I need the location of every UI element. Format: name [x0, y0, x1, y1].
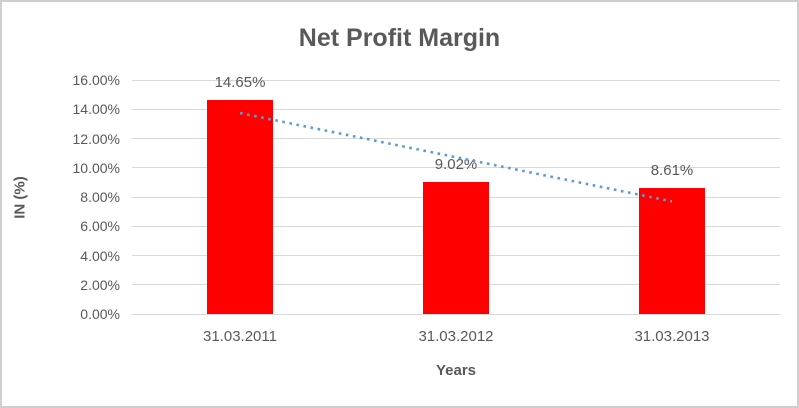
y-tick-label: 2.00% — [80, 276, 120, 293]
gridline — [132, 167, 780, 169]
y-tick-label: 0.00% — [80, 306, 120, 322]
chart-title: Net Profit Margin — [298, 24, 501, 52]
y-tick-label: 8.00% — [80, 189, 120, 205]
bar — [423, 182, 489, 314]
plot-area: 14.65% 9.02% 8.61% — [132, 74, 780, 315]
y-tick-label: 16.00% — [72, 72, 120, 88]
x-axis-title: Years — [435, 362, 477, 379]
x-tick-label: 31.03.2013 — [634, 328, 710, 345]
y-tick-label: 6.00% — [80, 218, 120, 235]
bar — [639, 188, 705, 314]
y-tick-label: 4.00% — [80, 247, 120, 264]
y-tick-label: 12.00% — [72, 130, 120, 147]
bar — [207, 99, 273, 314]
gridline — [132, 138, 780, 139]
bar-value-label: 14.65% — [214, 73, 266, 91]
gridline — [132, 108, 780, 110]
gridline — [132, 313, 780, 315]
gridline — [132, 79, 780, 81]
y-tick-label: 14.00% — [72, 101, 120, 118]
trendline — [239, 111, 673, 203]
x-tick-label: 31.03.2012 — [418, 328, 494, 345]
x-tick-label: 31.03.2011 — [203, 328, 277, 345]
y-tick-label: 10.00% — [72, 159, 120, 176]
bar-value-label: 8.61% — [650, 162, 694, 180]
